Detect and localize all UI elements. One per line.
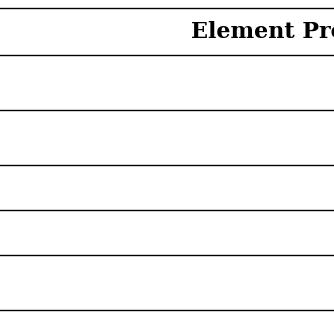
- Text: Element Properties—Titanium: Element Properties—Titanium: [191, 21, 334, 43]
